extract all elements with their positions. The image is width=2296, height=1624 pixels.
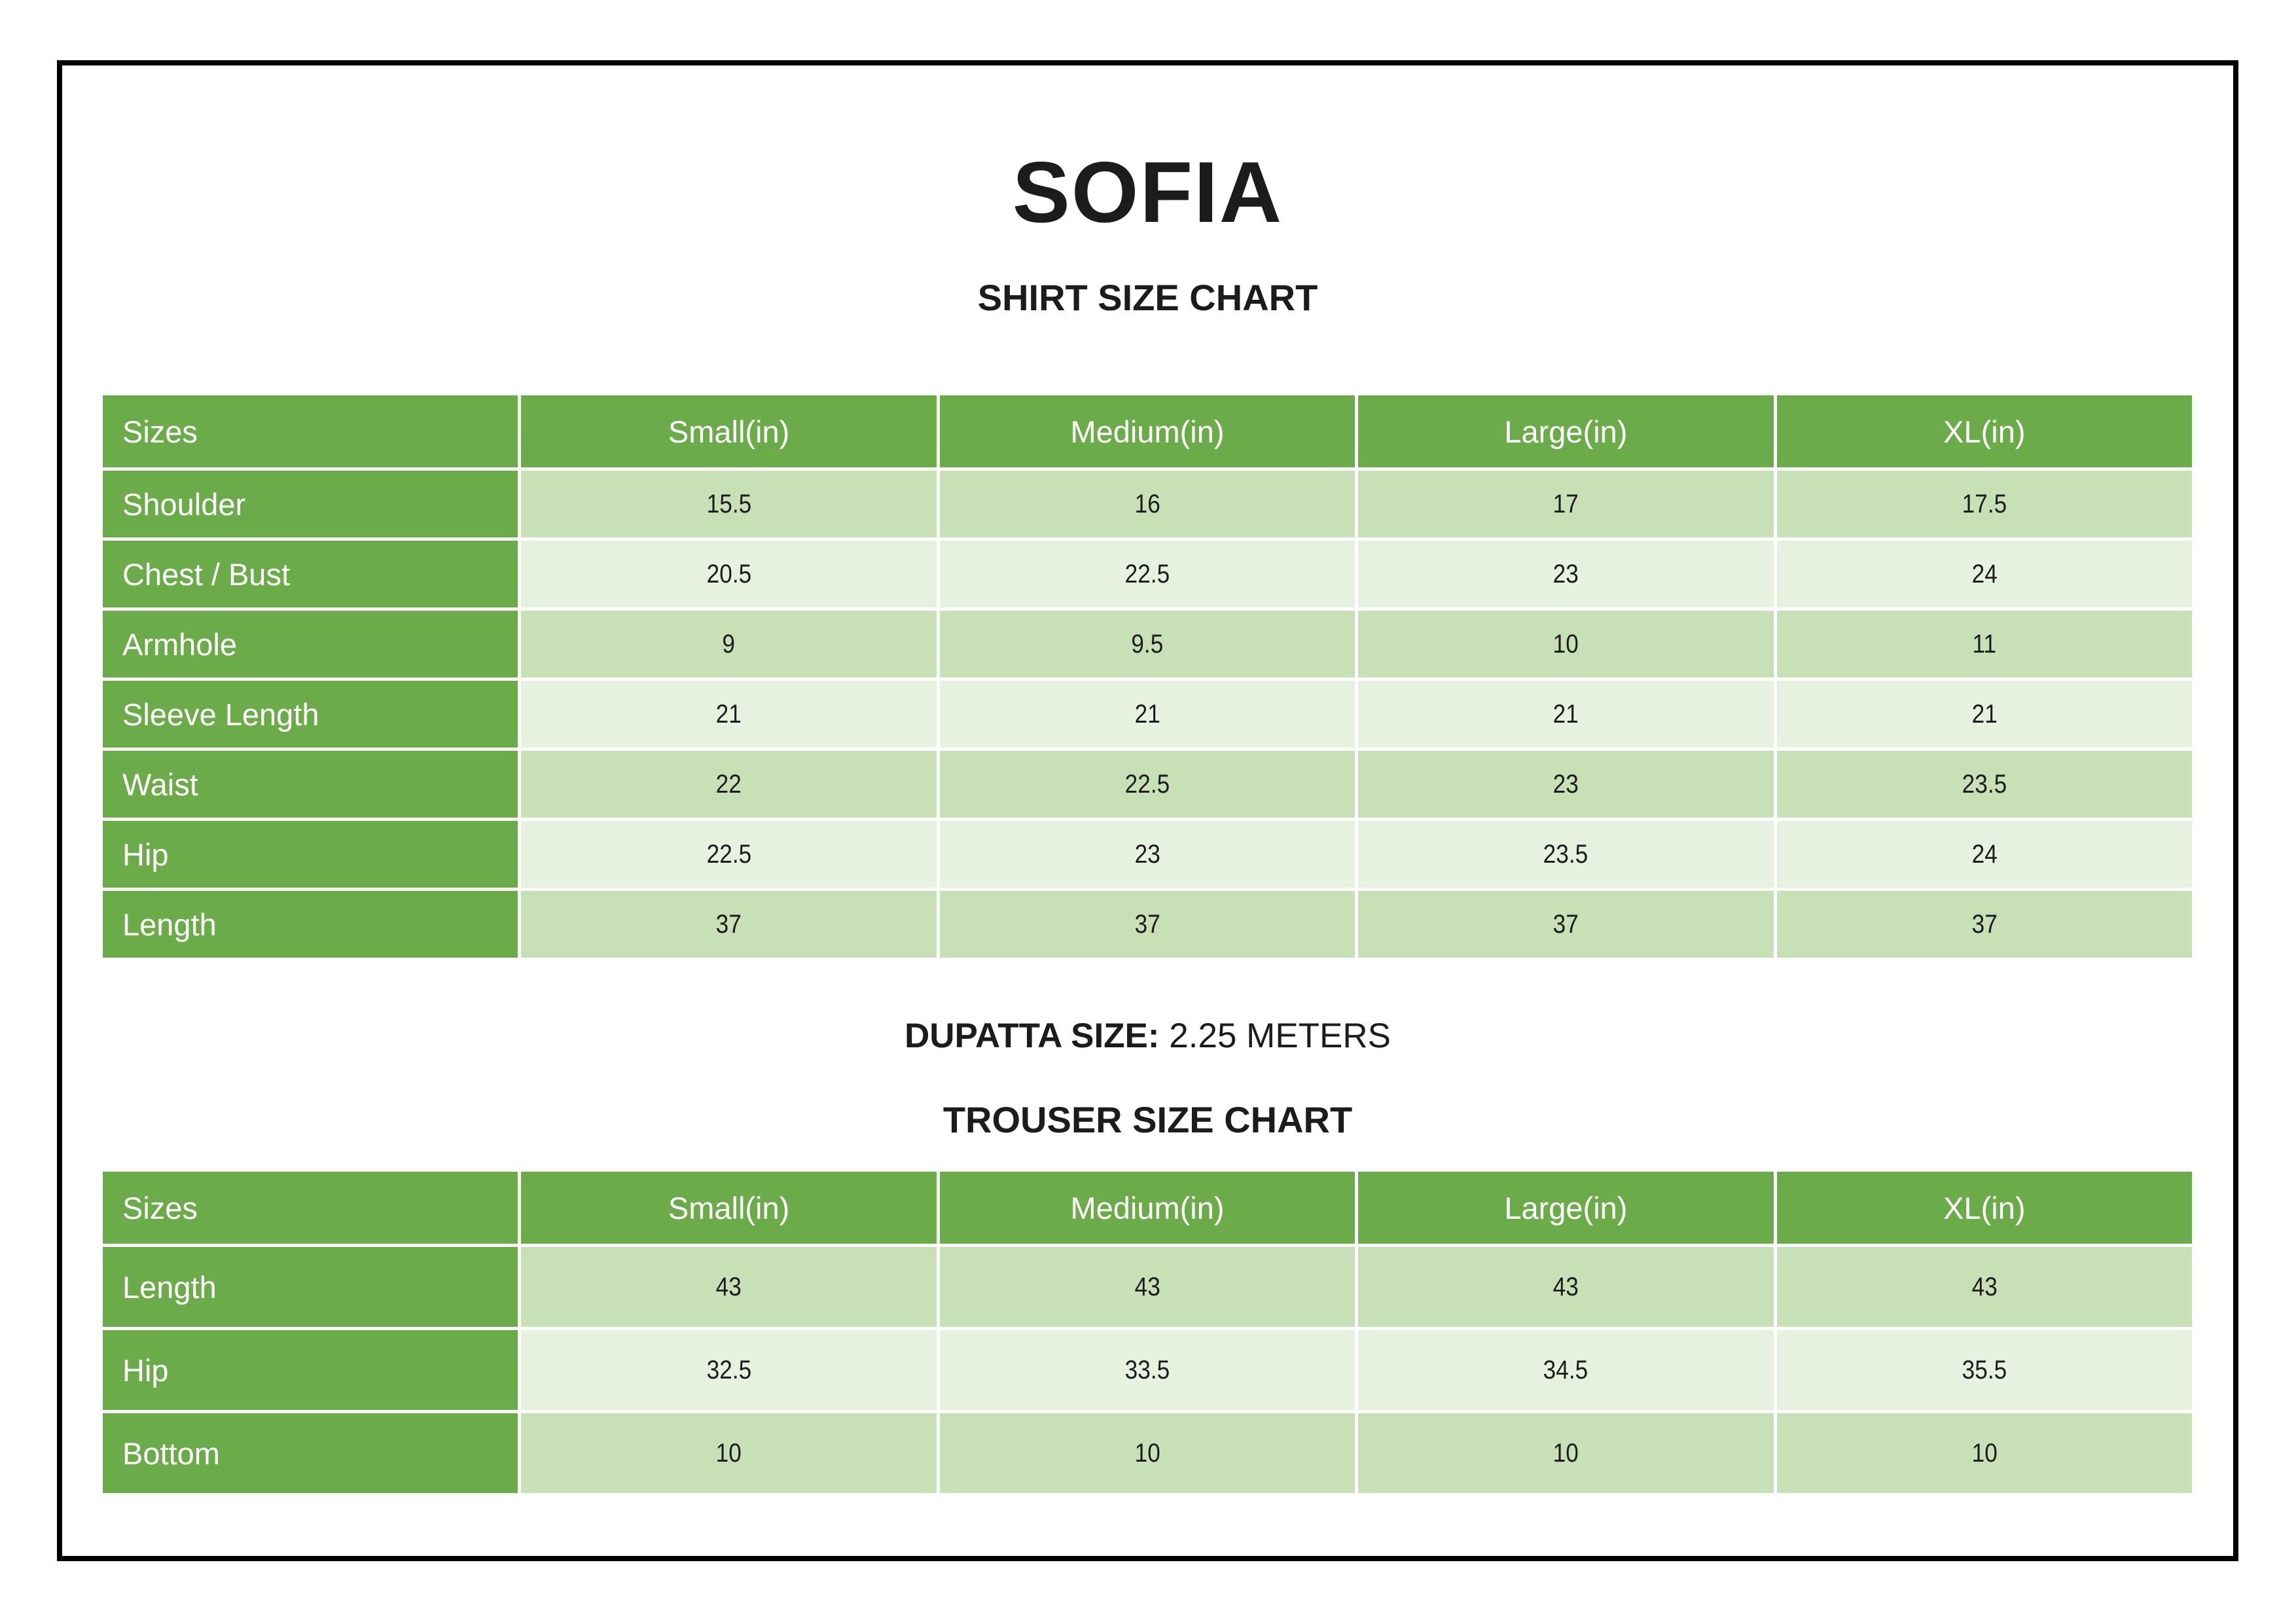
shirt-cell-value: 17 [1358,471,1774,537]
shirt-cell-value: 20.5 [521,541,937,607]
shirt-cell-value: 37 [939,891,1355,958]
trouser-cell-value: 35.5 [1776,1330,2192,1410]
trouser-col-header: Medium(in) [939,1172,1355,1244]
trouser-cell-value: 10 [1358,1413,1774,1493]
shirt-cell-value: 24 [1776,821,2192,888]
shirt-col-header: XL(in) [1776,395,2192,467]
shirt-cell-value: 23 [939,821,1355,888]
trouser-cell-value: 10 [521,1413,937,1493]
trouser-size-table: Sizes Small(in) Medium(in) Large(in) XL(… [103,1172,2192,1493]
page-frame: SOFIA SHIRT SIZE CHART Sizes Small(in) M… [57,60,2238,1561]
trouser-cell-value: 10 [1776,1413,2192,1493]
shirt-row-label: Sleeve Length [103,681,518,748]
shirt-cell-value: 21 [939,681,1355,748]
shirt-cell-value: 11 [1776,611,2192,677]
shirt-row-label: Hip [103,821,518,888]
shirt-cell-value: 37 [521,891,937,958]
shirt-cell-value: 37 [1358,891,1774,958]
shirt-cell-value: 21 [521,681,937,748]
shirt-cell-value: 23.5 [1358,821,1774,888]
trouser-row-label: Bottom [103,1413,518,1493]
dupatta-size-label: DUPATTA SIZE: [904,1017,1160,1055]
trouser-cell-value: 34.5 [1358,1330,1774,1410]
shirt-cell-value: 22 [521,751,937,818]
shirt-cell-value: 23.5 [1776,751,2192,818]
shirt-size-table: Sizes Small(in) Medium(in) Large(in) XL(… [103,395,2192,958]
shirt-cell-value: 22.5 [939,541,1355,607]
shirt-col-header: Large(in) [1358,395,1774,467]
dupatta-size-note: DUPATTA SIZE: 2.25 METERS [62,1016,2233,1056]
shirt-row-label: Shoulder [103,471,518,537]
trouser-cell-value: 43 [1358,1247,1774,1327]
trouser-col-header: Sizes [103,1172,518,1244]
shirt-cell-value: 17.5 [1776,471,2192,537]
shirt-cell-value: 21 [1358,681,1774,748]
shirt-cell-value: 24 [1776,541,2192,607]
shirt-cell-value: 23 [1358,541,1774,607]
trouser-col-header: Small(in) [521,1172,937,1244]
shirt-cell-value: 10 [1358,611,1774,677]
trouser-row-label: Hip [103,1330,518,1410]
dupatta-size-value: 2.25 METERS [1159,1017,1391,1055]
shirt-chart-title: SHIRT SIZE CHART [977,277,1318,318]
page-title: SOFIA [1012,144,1283,240]
trouser-cell-value: 43 [1776,1247,2192,1327]
trouser-col-header: Large(in) [1358,1172,1774,1244]
shirt-row-label: Chest / Bust [103,541,518,607]
shirt-cell-value: 16 [939,471,1355,537]
shirt-row-label: Armhole [103,611,518,677]
trouser-cell-value: 33.5 [939,1330,1355,1410]
shirt-row-label: Length [103,891,518,958]
shirt-col-header: Sizes [103,395,518,467]
shirt-cell-value: 21 [1776,681,2192,748]
trouser-cell-value: 43 [939,1247,1355,1327]
shirt-cell-value: 9 [521,611,937,677]
shirt-col-header: Medium(in) [939,395,1355,467]
shirt-cell-value: 23 [1358,751,1774,818]
shirt-row-label: Waist [103,751,518,818]
shirt-col-header: Small(in) [521,395,937,467]
shirt-cell-value: 22.5 [939,751,1355,818]
trouser-col-header: XL(in) [1776,1172,2192,1244]
trouser-row-label: Length [103,1247,518,1327]
trouser-cell-value: 43 [521,1247,937,1327]
trouser-chart-title: TROUSER SIZE CHART [942,1099,1353,1140]
shirt-cell-value: 9.5 [939,611,1355,677]
shirt-cell-value: 37 [1776,891,2192,958]
shirt-cell-value: 15.5 [521,471,937,537]
trouser-cell-value: 32.5 [521,1330,937,1410]
shirt-cell-value: 22.5 [521,821,937,888]
trouser-cell-value: 10 [939,1413,1355,1493]
